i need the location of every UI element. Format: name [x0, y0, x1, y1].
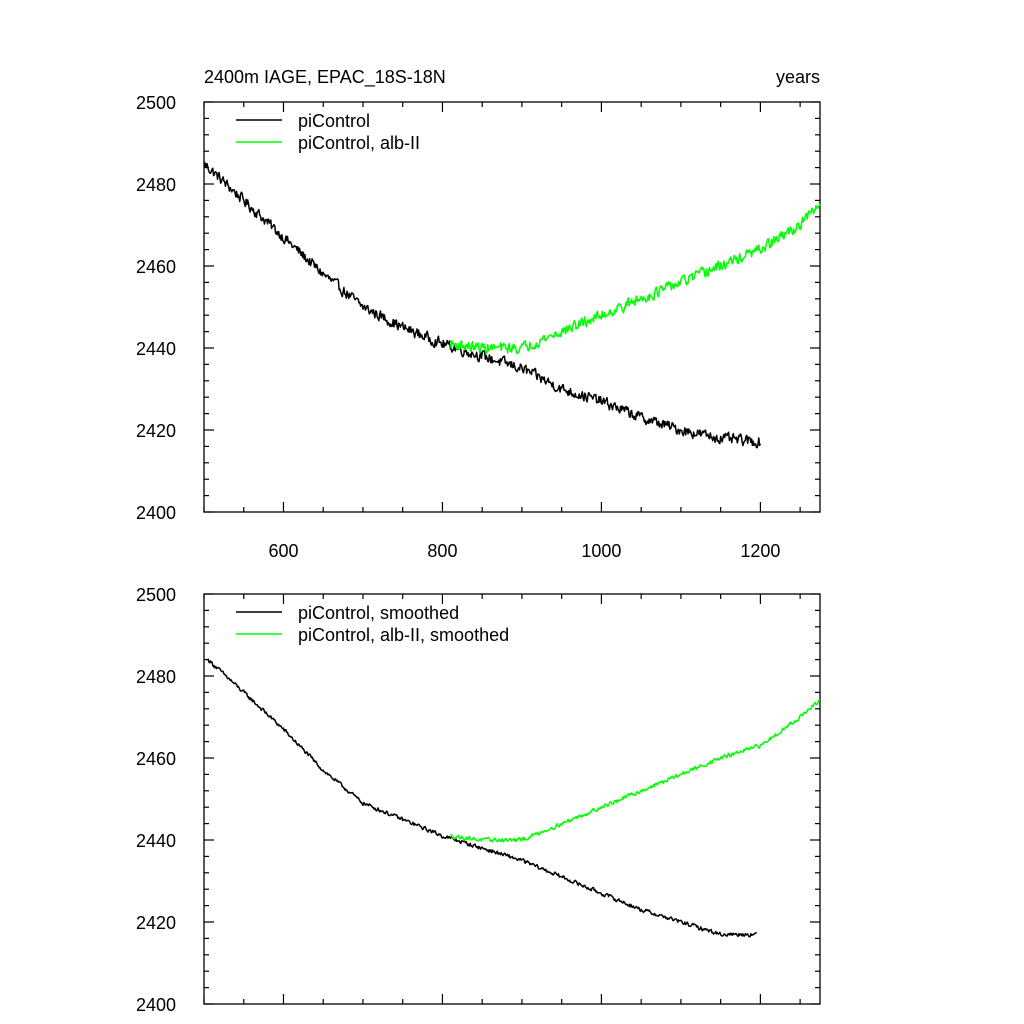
y-tick-label: 2500: [136, 585, 176, 605]
x-tick-label: 600: [268, 541, 298, 561]
series-line-picontrol: [203, 161, 762, 449]
x-tick-label: 1000: [581, 541, 621, 561]
panel-bottom-legend: piControl, smoothed piControl, alb-II, s…: [236, 603, 509, 645]
y-tick-label: 2440: [136, 339, 176, 359]
panel-bottom-plot-area: [207, 658, 821, 938]
panel-top-axes: 2400 2420 2440 2460 2480 2500 600 800 1000 1200: [136, 93, 821, 561]
y-tick-label: 2420: [136, 913, 176, 933]
y-tick-label: 2400: [136, 503, 176, 523]
panel-top: 2400m IAGE, EPAC_18S-18N years 240024202…: [136, 67, 821, 561]
y-tick-label: 2480: [136, 667, 176, 687]
y-tick-label: 2460: [136, 749, 176, 769]
panel-top-title: 2400m IAGE, EPAC_18S-18N: [204, 67, 446, 88]
legend-label-picontrol: piControl: [298, 111, 370, 131]
legend-label-picontrol-alb-ii: piControl, alb-II: [298, 133, 420, 153]
y-tick-label: 2460: [136, 257, 176, 277]
series-line-picontrol-alb-ii: [449, 203, 821, 355]
series-line-picontrol-smoothed: [207, 658, 758, 938]
plot-frame: [203, 593, 821, 1005]
y-tick-label: 2500: [136, 93, 176, 113]
panel-bottom-axes: 2400 2420 2440 2460 2480 2500: [136, 585, 821, 1015]
y-tick-label: 2400: [136, 995, 176, 1015]
x-tick-label: 800: [427, 541, 457, 561]
legend-label-picontrol-alb-ii-smoothed: piControl, alb-II, smoothed: [298, 625, 509, 645]
panel-top-plot-area: [203, 161, 821, 449]
legend-label-picontrol-smoothed: piControl, smoothed: [298, 603, 459, 623]
panel-top-legend: piControl piControl, alb-II: [236, 111, 420, 153]
x-tick-label: 1200: [740, 541, 780, 561]
y-tick-label: 2420: [136, 421, 176, 441]
series-line-picontrol-alb-ii-smoothed: [450, 699, 821, 843]
panel-top-units: years: [776, 67, 820, 87]
y-tick-label: 2440: [136, 831, 176, 851]
panel-bottom: 2400 2420 2440 2460 2480 2500 piControl, smoo…: [136, 585, 821, 1015]
plot-frame: [203, 101, 821, 513]
y-tick-label: 2480: [136, 175, 176, 195]
